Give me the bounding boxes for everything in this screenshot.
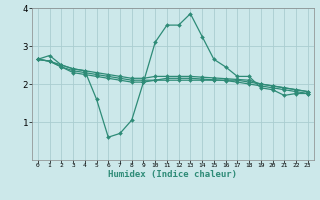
X-axis label: Humidex (Indice chaleur): Humidex (Indice chaleur) [108, 170, 237, 179]
